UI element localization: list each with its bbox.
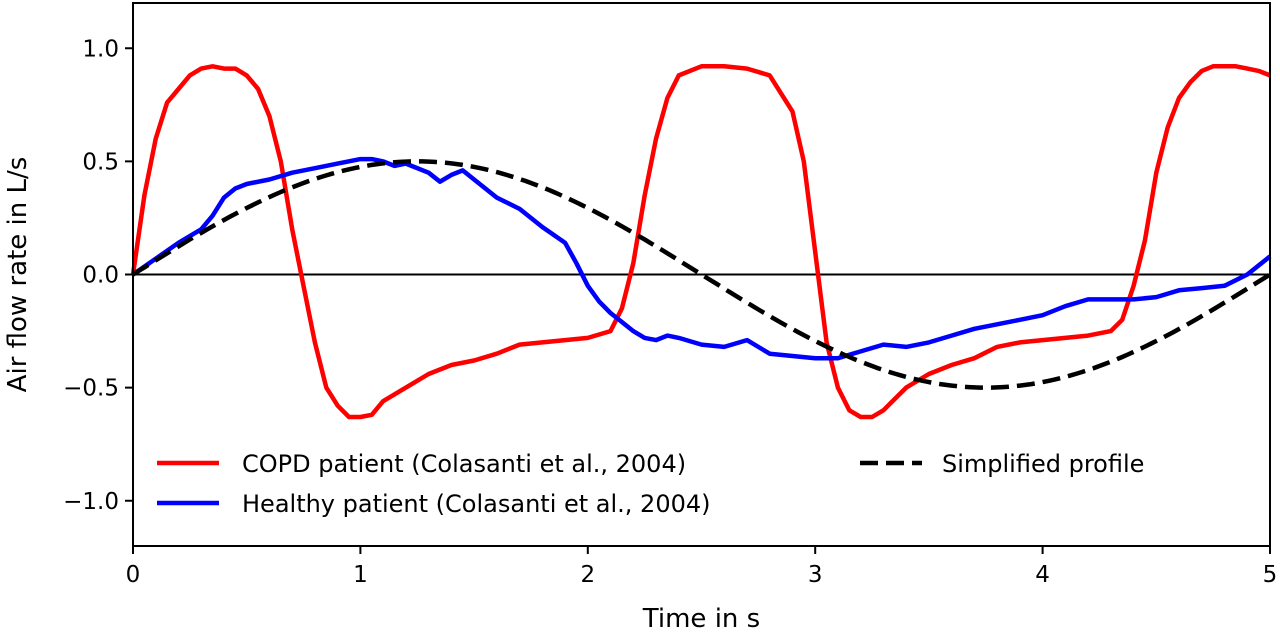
y-axis: −1.0 −0.5 0.0 0.5 1.0 [63, 36, 133, 515]
x-tick-label: 3 [808, 562, 823, 588]
legend-label-simplified: Simplified profile [942, 450, 1144, 478]
x-tick-label: 2 [580, 562, 595, 588]
x-tick-label: 5 [1263, 562, 1278, 588]
series-line-simplified [131, 159, 1272, 390]
series-line-healthy [131, 156, 1272, 361]
series-layer [130, 64, 1272, 420]
x-axis-label: Time in s [642, 604, 760, 632]
x-axis: 0 1 2 3 4 5 [126, 546, 1278, 588]
plot-area [130, 64, 1272, 420]
x-tick-label: 4 [1035, 562, 1050, 588]
y-tick-label: −0.5 [63, 376, 119, 402]
y-tick-label: 0.5 [82, 149, 119, 175]
y-tick-label: 0.0 [82, 263, 119, 289]
series-line-copd [130, 64, 1271, 420]
x-tick-label: 1 [353, 562, 368, 588]
y-axis-label: Air flow rate in L/s [3, 157, 33, 393]
y-tick-label: 1.0 [82, 36, 119, 62]
legend: COPD patient (Colasanti et al., 2004) He… [157, 450, 1144, 518]
legend-label-copd: COPD patient (Colasanti et al., 2004) [242, 450, 686, 478]
x-tick-label: 0 [126, 562, 141, 588]
legend-label-healthy: Healthy patient (Colasanti et al., 2004) [242, 490, 711, 518]
y-tick-label: −1.0 [63, 489, 119, 515]
